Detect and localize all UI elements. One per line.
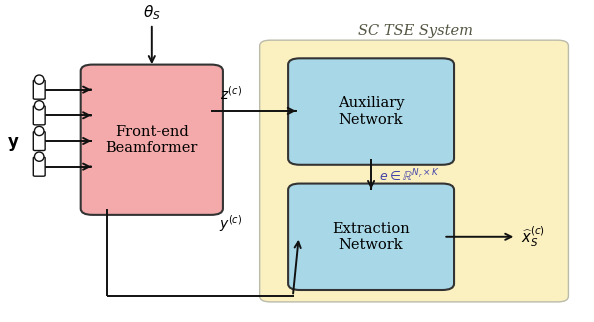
Text: $z^{(c)}$: $z^{(c)}$ [220,85,242,103]
FancyBboxPatch shape [33,131,45,150]
FancyBboxPatch shape [288,58,454,165]
FancyBboxPatch shape [81,65,223,215]
Ellipse shape [34,126,44,136]
FancyBboxPatch shape [33,80,45,99]
Text: $y^{(c)}$: $y^{(c)}$ [219,213,242,234]
Text: $e \in \mathbb{R}^{N_r \times K}$: $e \in \mathbb{R}^{N_r \times K}$ [379,167,440,184]
FancyBboxPatch shape [33,106,45,125]
Text: Extraction
Network: Extraction Network [332,222,410,252]
Text: $\widehat{x}_S^{(c)}$: $\widehat{x}_S^{(c)}$ [521,224,545,249]
Text: $\mathbf{y}$: $\mathbf{y}$ [8,136,20,153]
Text: Front-end
Beamformer: Front-end Beamformer [106,125,198,155]
Text: $\theta_S$: $\theta_S$ [143,4,161,22]
Text: SC TSE System: SC TSE System [358,24,473,38]
Ellipse shape [34,152,44,161]
Text: Auxiliary
Network: Auxiliary Network [338,97,405,127]
FancyBboxPatch shape [288,184,454,290]
Ellipse shape [34,75,44,84]
FancyBboxPatch shape [33,157,45,176]
FancyBboxPatch shape [260,40,568,302]
Ellipse shape [34,101,44,110]
